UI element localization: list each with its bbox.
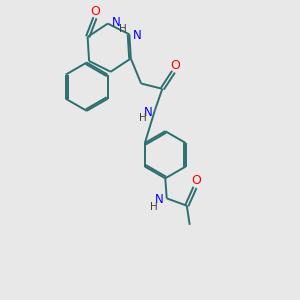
Text: N: N <box>133 29 142 42</box>
Text: H: H <box>150 202 158 212</box>
Text: H: H <box>139 113 146 123</box>
Text: N: N <box>144 106 153 119</box>
Text: O: O <box>90 5 100 18</box>
Text: N: N <box>155 193 164 206</box>
Text: N: N <box>112 16 120 28</box>
Text: O: O <box>170 59 180 72</box>
Text: H: H <box>119 24 127 34</box>
Text: O: O <box>191 175 201 188</box>
